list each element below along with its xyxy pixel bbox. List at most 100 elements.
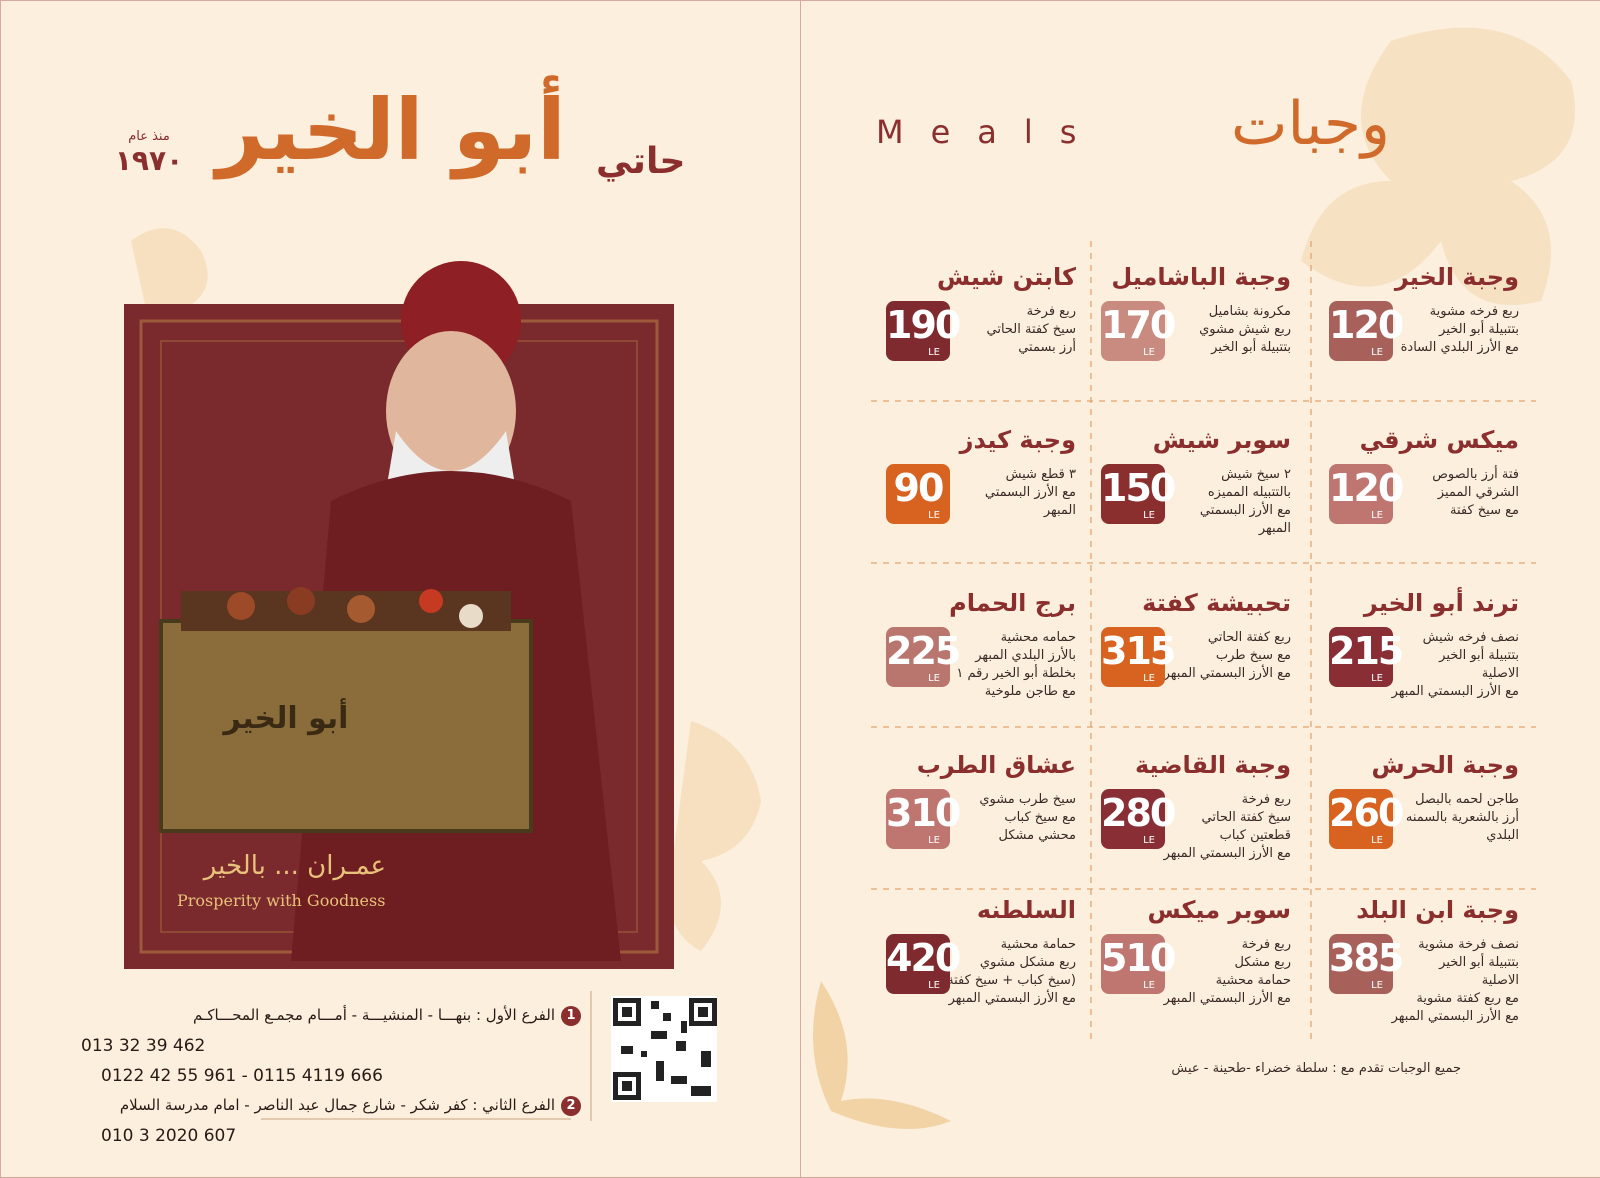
meal-name: وجبة كيدز	[959, 426, 1076, 454]
meal-item: كابتن شيش ربع فرخة سيخ كفتة الحاتي أرز بسمت…	[876, 263, 1076, 413]
description-line: طاجن لحمه بالبصل	[1415, 792, 1519, 807]
meal-description: ربع فرخة سيخ كفتة الحاتي قطعتين كباب مع الأ…	[1164, 791, 1291, 863]
description-line: مع الأرز البسمتي المبهر	[1391, 684, 1519, 699]
price-badge: 90 LE	[886, 464, 950, 524]
description-line: مع طاجن ملوخية	[984, 684, 1076, 699]
meals-title-en: Meals	[876, 113, 1104, 151]
currency: LE	[928, 673, 940, 684]
branch: 1 الفرع الأول : بنهـــا - المنشيـــة - أم…	[81, 1006, 581, 1036]
description-line: بتتبيلة أبو الخير	[1439, 648, 1519, 663]
description-line: ربع كفتة الحاتي	[1207, 630, 1291, 645]
meal-price: 150	[1101, 466, 1176, 510]
meal-item: وجبة الحرش طاجن لحمه بالبصل أرز بالشعرية ب…	[1319, 751, 1519, 901]
description-line: مكرونة بشاميل	[1208, 304, 1291, 319]
currency: LE	[1143, 980, 1155, 991]
description-line: ربع فرخة	[1241, 937, 1291, 952]
description-line: نصف فرخة مشوية	[1418, 937, 1519, 952]
currency: LE	[1143, 347, 1155, 358]
meal-item: وجبة كيدز ٣ قطع شيش مع الأرز البسمتي المبهر…	[876, 426, 1076, 576]
meal-description: طاجن لحمه بالبصل أرز بالشعرية بالسمنه البل…	[1406, 791, 1519, 845]
currency: LE	[928, 980, 940, 991]
meal-item: سوبر ميكس ربع فرخة ربع مشكل حمامة محشية مع ا…	[1091, 896, 1291, 1046]
left-decor	[124, 228, 761, 1121]
meal-price: 215	[1329, 629, 1404, 673]
meal-name: السلطنه	[976, 896, 1076, 924]
description-line: ٣ قطع شيش	[1005, 467, 1076, 482]
meal-price: 90	[893, 466, 945, 510]
meal-item: وجبة ابن البلد نصف فرخة مشوية بتتبيلة أبو …	[1319, 896, 1519, 1046]
meal-description: حمامه محشية بالأرز البلدي المبهر بخلطة أبو…	[956, 629, 1076, 701]
footnote: جميع الوجبات تقدم مع : سلطة خضراء -طحينة…	[1171, 1061, 1461, 1076]
price-badge: 170 LE	[1101, 301, 1176, 361]
description-line: مع الأرز البلدي السادة	[1400, 340, 1519, 355]
price-badge: 225 LE	[886, 627, 961, 687]
description-line: حمامة محشية	[1215, 973, 1291, 988]
meal-name: كابتن شيش	[936, 263, 1076, 291]
meal-price: 315	[1101, 629, 1176, 673]
meal-name: سوبر ميكس	[1147, 896, 1291, 924]
meal-item: ميكس شرقي فتة أرز بالصوص الشرقي المميز مع س…	[1319, 426, 1519, 576]
meal-description: ربع فرخه مشوية بتتبيلة أبو الخير مع الأرز …	[1401, 303, 1519, 357]
meal-item: وجبة القاضية ربع فرخة سيخ كفتة الحاتي قطعتي…	[1091, 751, 1291, 901]
price-badge: 385 LE	[1329, 934, 1404, 994]
box-text: أبو الخير	[223, 701, 349, 736]
description-line: مع الأرز البسمتي المبهر	[1163, 991, 1291, 1006]
meal-price: 510	[1101, 936, 1176, 980]
price-badge: 120 LE	[1329, 464, 1404, 524]
description-line: بتتبيلة أبو الخير	[1439, 955, 1519, 970]
currency: LE	[1371, 673, 1383, 684]
meal-price: 225	[886, 629, 961, 673]
description-line: مع الأرز البسمتي المبهر	[948, 991, 1076, 1006]
meal-name: تحبيشة كفتة	[1142, 589, 1291, 617]
branch-address: الفرع الأول : بنهـــا - المنشيـــة - أمـ…	[192, 1006, 555, 1024]
description-line: مع الأرز البسمتي	[984, 485, 1076, 500]
description-line: أرز بالشعرية بالسمنه	[1405, 810, 1519, 825]
meal-name: سوبر شيش	[1152, 426, 1291, 454]
meal-name: وجبة الحرش	[1371, 751, 1519, 779]
description-line: المبهر	[1258, 521, 1291, 536]
meal-description: سيخ طرب مشوي مع سيخ كباب محشي مشكل	[979, 791, 1076, 845]
meal-item: سوبر شيش ٢ سيخ شيش بالتتبيله المميزه مع الأ…	[1091, 426, 1291, 576]
left-panel: منذ عام ١٩٧٠ أبو الخير حاتي أبو الخير عم…	[0, 0, 801, 1178]
slogan-ar: عمـران ... بالخير	[203, 851, 386, 881]
meal-price: 190	[886, 303, 961, 347]
price-badge: 310 LE	[886, 789, 961, 849]
description-line: الاصلية	[1481, 666, 1519, 681]
currency: LE	[1371, 510, 1383, 521]
meal-description: ربع فرخة ربع مشكل حمامة محشية مع الأرز البس…	[1164, 936, 1291, 1008]
description-line: ربع مشكل	[1234, 955, 1291, 970]
description-line: بتتبيلة أبو الخير	[1439, 322, 1519, 337]
price-badge: 215 LE	[1329, 627, 1404, 687]
meal-item: ترند أبو الخير نصف فرخه شيش بتتبيلة أبو ال…	[1319, 589, 1519, 739]
meal-description: ربع فرخة سيخ كفتة الحاتي أرز بسمتي	[986, 303, 1076, 357]
meal-name: وجبة الخير	[1394, 263, 1519, 291]
description-line: مع الأرز البسمتي	[1199, 503, 1291, 518]
description-line: فتة أرز بالصوص	[1432, 467, 1519, 482]
meal-item: برج الحمام حمامه محشية بالأرز البلدي المبه…	[876, 589, 1076, 739]
description-line: مع سيخ كفتة	[1449, 503, 1519, 518]
description-line: مع ربع كفتة مشوية	[1416, 991, 1519, 1006]
price-badge: 120 LE	[1329, 301, 1404, 361]
meal-item: السلطنه حمامة محشية ربع مشكل مشوي (سيخ كباب…	[876, 896, 1076, 1046]
description-line: الشرقي المميز	[1437, 485, 1519, 500]
meal-item: وجبة الخير ربع فرخه مشوية بتتبيلة أبو الخي…	[1319, 263, 1519, 413]
description-line: ربع فرخة	[1026, 304, 1076, 319]
meal-description: نصف فرخة مشوية بتتبيلة أبو الخير الاصلية مع…	[1392, 936, 1519, 1026]
description-line: ربع فرخه مشوية	[1429, 304, 1519, 319]
description-line: مع سيخ طرب	[1215, 648, 1291, 663]
meal-price: 280	[1101, 791, 1176, 835]
description-line: حمامه محشية	[1000, 630, 1076, 645]
description-line: محشي مشكل	[998, 828, 1076, 843]
description-line: المبهر	[1043, 503, 1076, 518]
branch-phone: 0122 42 55 961 - 0115 4119 666	[101, 1066, 383, 1086]
right-decor	[813, 27, 1575, 1129]
meal-description: نصف فرخه شيش بتتبيلة أبو الخير الاصلية مع ا…	[1392, 629, 1519, 701]
branch: 2 الفرع الثاني : كفر شكر - شارع جمال عبد …	[81, 1096, 581, 1126]
meal-description: ربع كفتة الحاتي مع سيخ طرب مع الأرز البسمت…	[1164, 629, 1291, 683]
description-line: بتتبيلة أبو الخير	[1211, 340, 1291, 355]
currency: LE	[1143, 835, 1155, 846]
since-year: ١٩٧٠	[114, 144, 184, 177]
meal-item: عشاق الطرب سيخ طرب مشوي مع سيخ كباب محشي مش…	[876, 751, 1076, 901]
brand-name: أبو الخير	[216, 81, 566, 179]
